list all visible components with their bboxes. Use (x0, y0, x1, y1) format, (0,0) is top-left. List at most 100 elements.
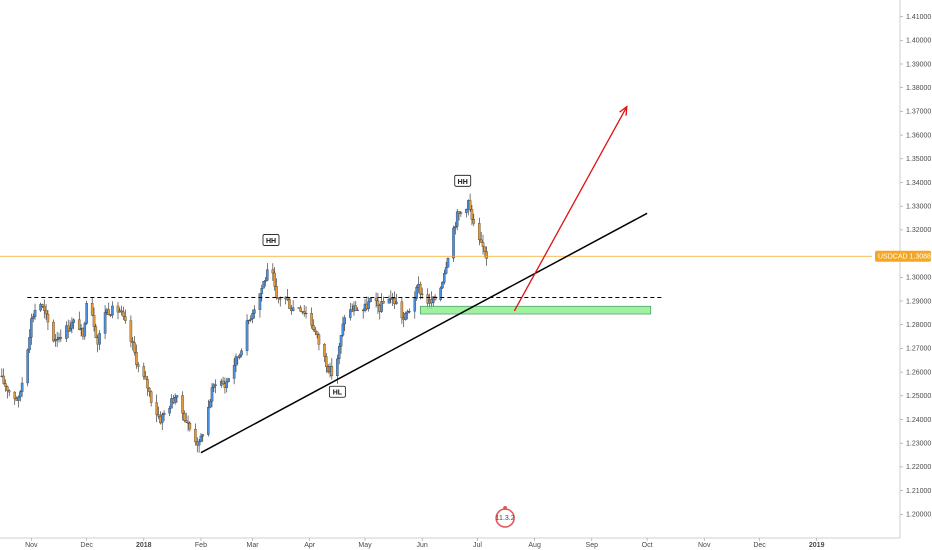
candle-down (42, 306, 46, 311)
candle-down (109, 314, 112, 316)
time-axis-label: Nov (25, 542, 38, 549)
candle-up (26, 349, 29, 384)
last-price-tag-text: USDCAD 1.30888 (878, 254, 932, 261)
candle-up (452, 227, 455, 259)
candle-down (131, 341, 134, 343)
candle-up (339, 335, 343, 347)
time-axis-label: 2018 (136, 542, 152, 549)
candle-up (197, 441, 201, 446)
candle-up (444, 267, 448, 274)
candle-down (59, 337, 63, 339)
time-axis-label: Mar (247, 542, 260, 549)
candle-up (170, 398, 173, 409)
price-axis-label: 1.23000 (906, 440, 931, 447)
candle-down (2, 375, 5, 384)
candle-up (337, 346, 341, 360)
candle-up (367, 301, 370, 309)
candle-up (240, 350, 243, 356)
candle-down (376, 300, 380, 306)
time-axis-label: Nov (698, 542, 711, 549)
candle-down (120, 310, 123, 313)
price-axis: 1.20000 1.21000 1.22000 1.23000 1.24000 1.250… (899, 0, 931, 538)
price-axis-label: 1.36000 (906, 132, 931, 139)
candle-down (310, 313, 313, 326)
candle-up (443, 273, 446, 283)
candle-down (44, 310, 48, 315)
candle-down (485, 251, 488, 259)
candle-up (455, 211, 459, 227)
candle-up (446, 257, 450, 268)
candle-down (135, 352, 138, 365)
candle-down (323, 344, 326, 357)
candle-down (315, 331, 319, 335)
candle-down (186, 422, 190, 424)
candle-down (157, 414, 160, 417)
candle-up (266, 269, 269, 281)
candle-down (481, 242, 485, 247)
candle-up (225, 381, 229, 388)
candle-down (433, 296, 437, 300)
candle-up (17, 396, 20, 401)
time-axis-label: Sep (586, 542, 599, 549)
candle-down (313, 329, 317, 332)
candle-up (234, 356, 238, 366)
candle-down (46, 313, 50, 323)
candle-up (83, 323, 87, 337)
candle-up (245, 320, 249, 351)
candle-down (325, 356, 328, 368)
candle-down (479, 239, 483, 243)
time-axis-label: May (358, 542, 372, 549)
price-axis-label: 1.28000 (906, 322, 931, 329)
projection-arrow-line (513, 106, 628, 312)
candle-up (264, 280, 267, 282)
candle-down (183, 413, 186, 421)
candle-up (465, 209, 468, 213)
candle-down (155, 402, 158, 415)
candle-down (374, 298, 378, 302)
candle-up (439, 287, 442, 300)
candle-down (382, 301, 385, 304)
price-axis-label: 1.22000 (906, 464, 931, 471)
price-axis-label: 1.38000 (906, 85, 931, 92)
candle-down (148, 387, 151, 392)
candle-up (210, 387, 214, 402)
candle-up (65, 325, 68, 339)
candle-up (247, 319, 251, 321)
candle-down (420, 293, 424, 295)
candle-up (70, 322, 74, 329)
candle-up (212, 384, 216, 388)
watermark-logo-dot-icon (503, 506, 508, 510)
candle-up (341, 323, 345, 336)
candle-down (107, 309, 111, 316)
candle-down (483, 246, 487, 252)
candle-down (299, 307, 302, 312)
candle-down (6, 386, 9, 391)
price-axis-label: 1.27000 (906, 346, 931, 353)
candle-down (184, 420, 188, 423)
candle-down (275, 286, 278, 298)
time-axis-label: Oct (642, 542, 653, 549)
candle-down (393, 298, 396, 305)
candles-layer (0, 193, 488, 453)
ascending-trendline (200, 212, 648, 454)
candle-up (232, 365, 236, 379)
candle-down (13, 391, 16, 399)
candle-down (116, 305, 120, 313)
time-axis-label: Feb (195, 542, 207, 549)
candle-up (72, 319, 75, 323)
candle-up (227, 378, 230, 382)
candle-down (221, 380, 225, 385)
candle-up (28, 337, 31, 351)
candle-up (199, 435, 203, 442)
candle-down (472, 219, 476, 224)
candle-down (478, 223, 481, 241)
candle-up (111, 305, 114, 316)
candle-up (413, 298, 417, 312)
candle-down (354, 305, 358, 311)
candle-up (404, 312, 407, 320)
time-axis: Nov Dec 2018 Feb Mar Apr May Jun Jul Aug Sep Oct Nov… (0, 537, 900, 549)
candle-up (39, 304, 42, 311)
candle-down (129, 320, 133, 342)
